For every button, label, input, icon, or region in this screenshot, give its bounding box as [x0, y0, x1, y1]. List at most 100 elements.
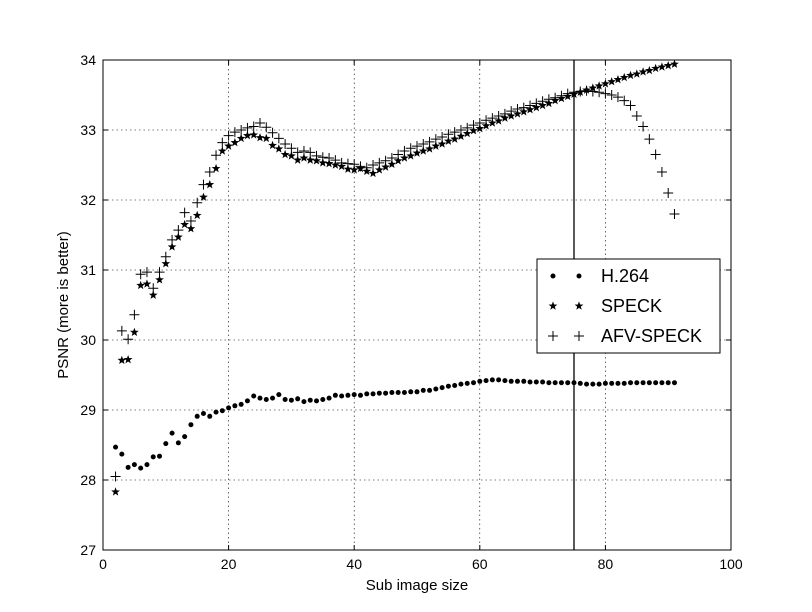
data-point	[292, 147, 303, 158]
data-point	[242, 122, 253, 133]
data-point	[374, 157, 385, 168]
data-point	[370, 391, 376, 397]
data-point	[141, 267, 152, 278]
data-point	[669, 209, 680, 219]
data-point	[531, 98, 542, 109]
data-point	[640, 380, 646, 386]
data-point	[376, 390, 382, 396]
data-point	[175, 440, 181, 446]
data-point	[552, 380, 558, 386]
data-point	[318, 158, 328, 167]
data-point	[386, 153, 397, 163]
data-point	[232, 403, 238, 409]
data-point	[659, 380, 665, 386]
data-point	[314, 398, 320, 404]
data-point	[474, 118, 485, 128]
data-point	[445, 383, 451, 389]
data-point	[342, 158, 353, 169]
data-point	[619, 72, 629, 82]
data-point	[514, 378, 520, 384]
data-point	[205, 180, 215, 189]
data-point	[261, 133, 271, 143]
data-point	[508, 378, 514, 384]
x-tick-label: 40	[346, 556, 362, 572]
data-point	[167, 242, 177, 251]
series-h-264	[113, 377, 677, 471]
data-point	[324, 159, 334, 168]
data-point	[255, 118, 265, 128]
data-point	[219, 408, 225, 414]
legend-marker	[548, 331, 558, 341]
data-point	[226, 405, 232, 411]
data-point	[320, 397, 326, 402]
data-point	[389, 390, 395, 395]
data-point	[273, 133, 284, 144]
data-point	[223, 130, 234, 141]
data-point	[207, 413, 213, 419]
data-point	[533, 379, 539, 385]
x-tick-label: 100	[719, 556, 743, 572]
data-point	[644, 134, 655, 145]
data-point	[437, 132, 448, 142]
data-point	[249, 130, 259, 139]
data-point	[110, 471, 121, 482]
data-point	[587, 86, 598, 97]
data-point	[518, 102, 529, 113]
data-point	[540, 379, 546, 385]
data-point	[569, 87, 579, 98]
x-tick-label: 0	[99, 556, 107, 572]
legend: H.264 SPECK AFV-SPECK	[536, 258, 721, 354]
data-point	[444, 136, 453, 145]
data-point	[584, 381, 590, 387]
data-point	[527, 379, 533, 385]
data-point	[606, 90, 617, 100]
data-point	[332, 392, 338, 398]
data-point	[211, 163, 221, 173]
data-point	[489, 377, 495, 383]
data-point	[512, 104, 523, 114]
data-point	[506, 106, 517, 117]
data-point	[339, 393, 345, 399]
data-point	[439, 385, 445, 391]
data-point	[607, 77, 617, 86]
data-point	[224, 141, 233, 150]
data-point	[663, 188, 674, 198]
data-point	[412, 141, 422, 152]
data-point	[393, 149, 404, 160]
data-point	[343, 164, 353, 173]
data-point	[577, 380, 583, 386]
legend-item: H.264	[550, 266, 649, 286]
data-point	[452, 383, 458, 388]
y-tick-label: 29	[80, 402, 96, 418]
data-point	[282, 397, 288, 402]
data-point	[267, 127, 278, 138]
data-point	[185, 216, 196, 226]
data-point	[349, 165, 359, 174]
data-point	[236, 133, 246, 143]
data-point	[408, 389, 414, 395]
data-point	[305, 155, 315, 164]
data-point	[670, 59, 679, 68]
data-point	[644, 65, 654, 75]
data-point	[609, 380, 615, 386]
data-point	[349, 159, 360, 170]
data-point	[244, 398, 250, 404]
data-point	[634, 380, 640, 386]
legend-label: AFV-SPECK	[601, 326, 702, 346]
data-point	[406, 151, 416, 160]
data-point	[301, 399, 307, 405]
data-point	[243, 131, 252, 140]
data-point	[355, 161, 366, 172]
data-point	[200, 411, 206, 416]
data-point	[261, 122, 272, 133]
data-point	[307, 397, 313, 403]
data-point	[217, 137, 228, 148]
data-point	[217, 146, 227, 155]
data-point	[653, 380, 659, 386]
data-point	[116, 325, 127, 336]
data-point	[255, 133, 265, 142]
data-point	[412, 148, 422, 157]
data-point	[135, 269, 146, 280]
data-point	[157, 453, 163, 459]
